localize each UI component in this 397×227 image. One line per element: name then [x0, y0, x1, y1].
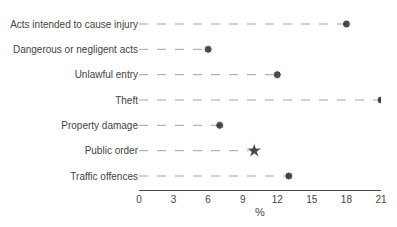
svg-text:Acts intended to cause injury: Acts intended to cause injury — [10, 19, 138, 30]
svg-text:6: 6 — [205, 194, 211, 205]
svg-text:Property damage: Property damage — [61, 120, 138, 131]
svg-text:15: 15 — [306, 194, 318, 205]
svg-text:Theft: Theft — [115, 95, 138, 106]
svg-text:%: % — [255, 206, 265, 218]
svg-text:0: 0 — [136, 194, 142, 205]
svg-text:Public order: Public order — [85, 145, 139, 156]
svg-text:9: 9 — [240, 194, 246, 205]
svg-text:18: 18 — [341, 194, 353, 205]
svg-text:Traffic offences: Traffic offences — [70, 171, 138, 182]
svg-text:12: 12 — [272, 194, 284, 205]
svg-text:21: 21 — [375, 194, 387, 205]
svg-text:Dangerous or negligent acts: Dangerous or negligent acts — [13, 44, 138, 55]
svg-text:3: 3 — [171, 194, 177, 205]
svg-text:Unlawful entry: Unlawful entry — [75, 69, 138, 80]
